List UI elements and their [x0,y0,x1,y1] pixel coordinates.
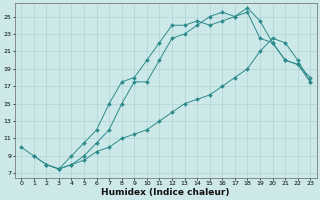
X-axis label: Humidex (Indice chaleur): Humidex (Indice chaleur) [101,188,230,197]
